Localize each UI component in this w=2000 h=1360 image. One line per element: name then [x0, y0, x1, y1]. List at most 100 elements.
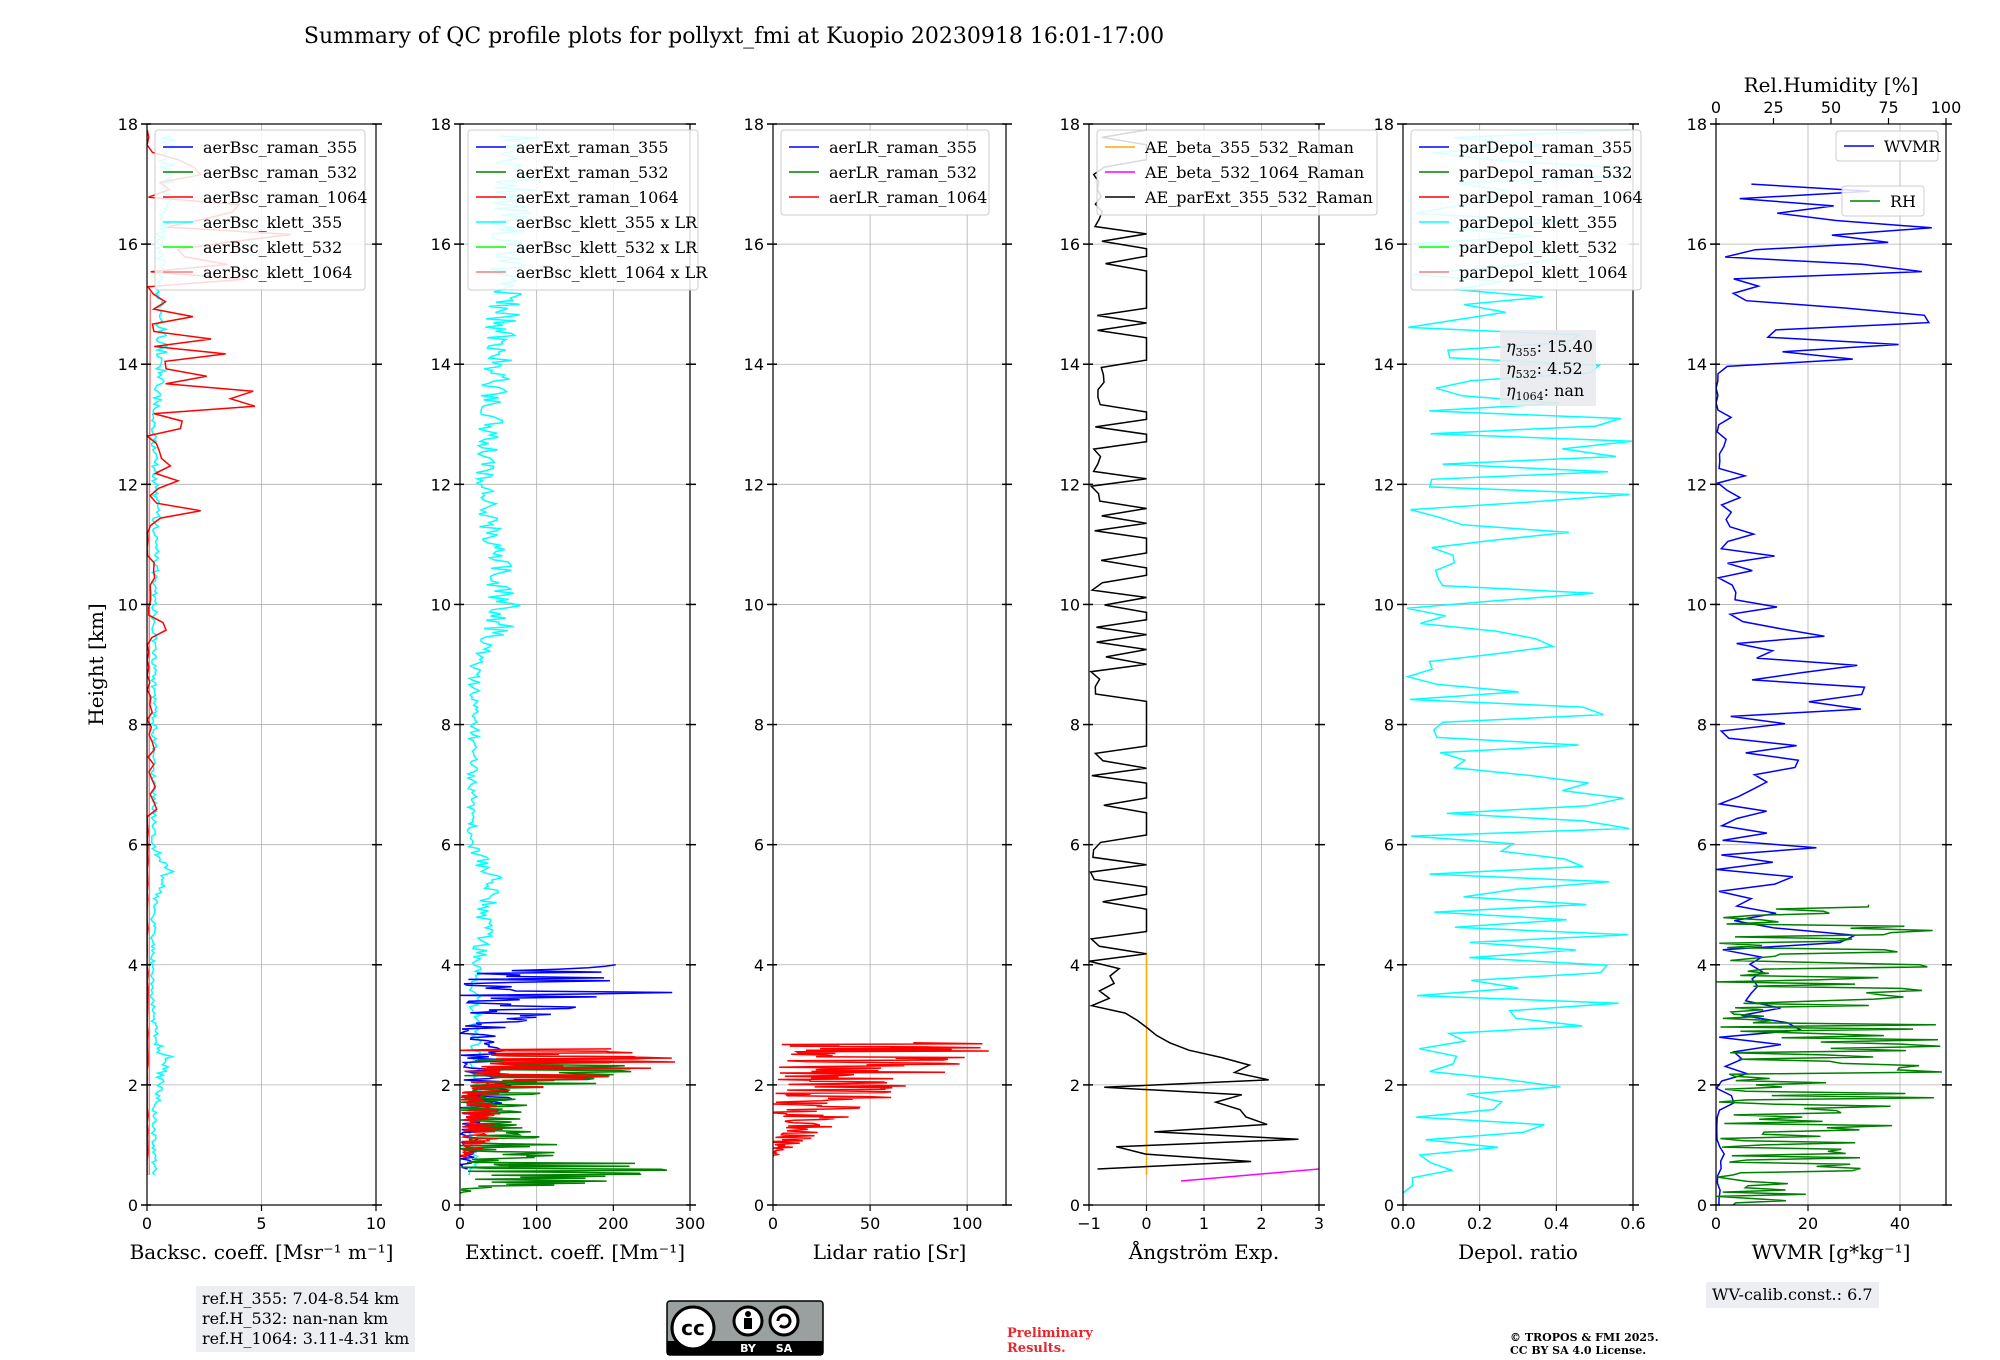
eta-annotation-355: η355: 15.40 [1506, 337, 1593, 359]
legend-box [154, 129, 366, 291]
y-tick-label: 12 [118, 475, 138, 494]
license-by-text: BY [740, 1342, 757, 1355]
x-tick-label: 0.2 [1467, 1214, 1492, 1233]
wv-calibration-box: WV-calib.const.: 6.7 [1706, 1282, 1879, 1308]
by-person-icon [745, 1311, 751, 1317]
sa-arrow-icon [776, 1313, 792, 1329]
panel-depol: 0 2 4 6 8 10 12 14 16 18 0.0 0.2 0.4 0.6 Depol. ratio p… [1374, 115, 1646, 1264]
y-tick-label: 18 [1374, 115, 1394, 134]
y-tick-label: 2 [128, 1076, 138, 1095]
axes-frame [772, 123, 1007, 1206]
y-tick-label: 4 [1697, 956, 1707, 975]
series-group [460, 135, 676, 1194]
x-axis-label: Depol. ratio [1458, 1240, 1578, 1264]
x-tick-label: 3 [1314, 1214, 1324, 1233]
x-axis-label: Backsc. coeff. [Msr⁻¹ m⁻¹] [130, 1240, 394, 1264]
y-tick-label: 16 [431, 235, 451, 254]
eta-annotation-532: η532: 4.52 [1506, 359, 1583, 381]
series-group [1716, 183, 1943, 1205]
x-tick-label: 200 [598, 1214, 629, 1233]
y-tick-label: 12 [744, 475, 764, 494]
y-tick-label: 4 [128, 956, 138, 975]
series-group [773, 1042, 989, 1158]
x-tick-label: 0 [768, 1214, 778, 1233]
x-axis-label: Ångström Exp. [1128, 1239, 1279, 1264]
legend-label: aerLR_raman_1064 [829, 188, 987, 207]
copyright-note: © TROPOS & FMI 2025. CC BY SA 4.0 Licens… [1510, 1331, 1659, 1357]
y-tick-label: 14 [118, 355, 138, 374]
y-tick-label: 12 [1374, 475, 1394, 494]
y-tick-label: 4 [441, 956, 451, 975]
x-tick-label: 2 [1256, 1214, 1266, 1233]
series-line-aerExt_raman_355 [460, 964, 673, 1170]
ref-h-532: ref.H_532: nan-nan km [202, 1309, 389, 1328]
series-line-AE_beta_532_1064_Raman [1180, 1168, 1319, 1182]
y-tick-label: 4 [1070, 956, 1080, 975]
y-tick-label: 2 [754, 1076, 764, 1095]
series-line-parDepol_klett_355 [1403, 129, 1632, 1194]
legend-label: parDepol_raman_355 [1459, 138, 1632, 157]
panel-backscatter: 0 2 4 6 8 10 12 14 16 18 0 5 10 Backsc. coeff. [Msr⁻¹… [84, 115, 393, 1264]
reference-height-box: ref.H_355: 7.04-8.54 km ref.H_532: nan-n… [196, 1286, 416, 1352]
legend-label: parDepol_raman_532 [1459, 163, 1632, 182]
y-tick-label: 18 [431, 115, 451, 134]
eta-annotation-1064: η1064: nan [1506, 381, 1584, 403]
y-tick-label: 2 [1697, 1076, 1707, 1095]
y-tick-label: 8 [441, 716, 451, 735]
y-tick-label: 16 [118, 235, 138, 254]
legend-box [1841, 185, 1925, 217]
x-tick-label: 50 [860, 1214, 880, 1233]
y-tick-label: 12 [431, 475, 451, 494]
legend-label: parDepol_klett_355 [1459, 213, 1617, 232]
x-axis-label: WVMR [g*kg⁻¹] [1752, 1240, 1911, 1264]
y-tick-label: 0 [1070, 1196, 1080, 1215]
y-tick-label: 0 [441, 1196, 451, 1215]
y-tick-label: 18 [118, 115, 138, 134]
ref-h-355: ref.H_355: 7.04-8.54 km [202, 1289, 400, 1308]
y-tick-label: 0 [1697, 1196, 1707, 1215]
x-tick-label: 0 [142, 1214, 152, 1233]
y-tick-label: 8 [754, 716, 764, 735]
legend-label: aerBsc_klett_1064 [203, 263, 352, 282]
y-tick-label: 0 [1384, 1196, 1394, 1215]
x-tick-label: 0 [1711, 1214, 1721, 1233]
y-tick-label: 16 [1060, 235, 1080, 254]
x-tick-label: 100 [521, 1214, 552, 1233]
y-tick-label: 10 [1374, 595, 1394, 614]
legend-label: aerBsc_raman_355 [203, 138, 357, 157]
y-tick-label: 6 [1070, 836, 1080, 855]
license-sa-text: SA [776, 1342, 793, 1355]
series-group [1089, 129, 1319, 1182]
axes-frame [459, 123, 691, 1206]
series-line-WVMR [1716, 183, 1932, 1205]
eta-annotation-box [1500, 330, 1596, 406]
x-tick-label: 100 [952, 1214, 983, 1233]
legend-label: AE_beta_355_532_Raman [1144, 138, 1354, 157]
y-tick-label: 14 [744, 355, 764, 374]
y-tick-label: 18 [1060, 115, 1080, 134]
legend-label: parDepol_raman_1064 [1459, 188, 1643, 207]
x-tick-label: 5 [256, 1214, 266, 1233]
y-tick-label: 8 [1070, 716, 1080, 735]
legend-label: aerBsc_klett_355 x LR [516, 213, 698, 232]
series-group [1403, 129, 1632, 1194]
series-line-aerBsc_klett_355 [148, 135, 176, 1176]
x-tick-label: −1 [1077, 1214, 1101, 1233]
y-tick-label: 10 [744, 595, 764, 614]
y-tick-label: 8 [1697, 716, 1707, 735]
y-tick-label: 16 [1687, 235, 1707, 254]
x-axis-label: Lidar ratio [Sr] [813, 1240, 967, 1264]
y-tick-label: 6 [1384, 836, 1394, 855]
wv-calib-const: WV-calib.const.: 6.7 [1712, 1285, 1873, 1304]
legend-box [1410, 129, 1642, 291]
series-line-RH [1716, 904, 1943, 1205]
series-line-aerBsc_klett_355 x LR [465, 135, 539, 1176]
y-tick-label: 12 [1687, 475, 1707, 494]
legend-label: WVMR [1884, 137, 1941, 156]
y-tick-label: 6 [128, 836, 138, 855]
y-tick-label: 14 [431, 355, 451, 374]
top-x-tick-label: 50 [1821, 98, 1841, 117]
y-tick-label: 6 [441, 836, 451, 855]
